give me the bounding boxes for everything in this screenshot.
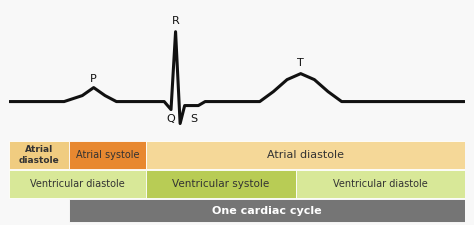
Bar [146,170,296,198]
Text: Atrial
diastole: Atrial diastole [18,145,59,165]
Text: Q: Q [167,114,175,124]
Text: Ventricular diastole: Ventricular diastole [333,179,428,189]
Text: Atrial systole: Atrial systole [75,150,139,160]
Text: T: T [297,58,304,68]
Text: One cardiac cycle: One cardiac cycle [212,206,321,216]
Bar [146,141,465,169]
Text: Ventricular diastole: Ventricular diastole [30,179,125,189]
Bar [69,141,146,169]
Bar [9,141,69,169]
Text: P: P [90,74,97,84]
Bar [9,170,146,198]
Text: R: R [172,16,180,26]
Bar [69,199,465,222]
Bar [296,170,465,198]
Text: Ventricular systole: Ventricular systole [173,179,270,189]
Text: Atrial diastole: Atrial diastole [267,150,344,160]
Text: S: S [190,114,197,124]
